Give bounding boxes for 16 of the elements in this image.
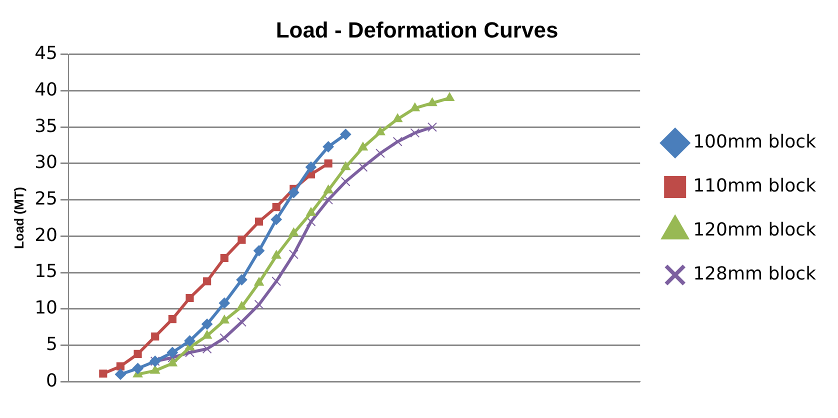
y-tick-label: 30 (34, 152, 58, 174)
legend-label: 120mm block (693, 220, 817, 241)
y-tick-label: 5 (46, 334, 58, 355)
y-tick-label: 0 (46, 370, 58, 392)
chart-title: Load - Deformation Curves (276, 17, 558, 42)
y-tick-label: 25 (34, 188, 58, 210)
legend-label: 128mm block (693, 264, 817, 285)
y-tick-label: 10 (34, 298, 58, 319)
y-tick-label: 15 (34, 261, 58, 282)
y-tick-label: 20 (34, 224, 58, 246)
legend-label: 110mm block (693, 176, 817, 197)
y-tick-label: 45 (34, 43, 58, 64)
y-axis-title: Load (MT) (11, 186, 26, 250)
y-tick-label: 35 (34, 116, 58, 137)
legend-label: 100mm block (693, 132, 817, 153)
y-tick-label: 40 (34, 79, 58, 100)
